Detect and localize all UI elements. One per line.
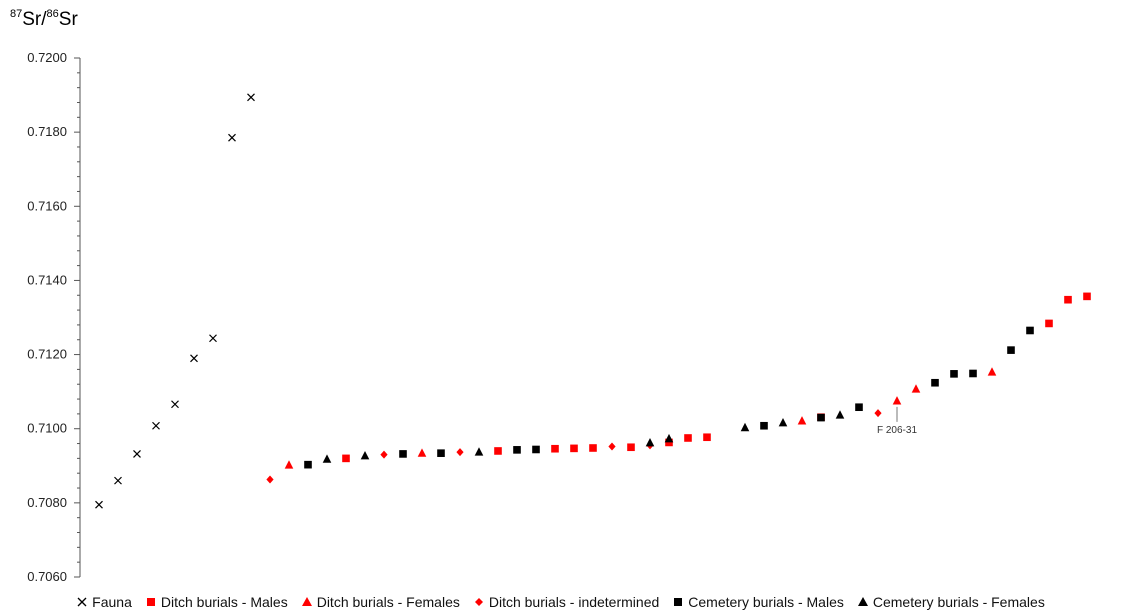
y-tick-label: 0.7080 [27,495,67,510]
fauna-point [95,500,103,509]
cemetery-burials-males-point [760,421,768,430]
diamond-marker-icon [474,594,484,610]
cemetery-burials-males-point [817,413,825,422]
annotation-label: F 206-31 [877,425,917,436]
fauna-point [152,421,160,430]
legend-label: Ditch burials - Males [160,594,288,610]
legend-label: Fauna [92,594,132,610]
ditch-burials-indetermined-point [874,409,882,418]
y-tick-label: 0.7100 [27,421,67,436]
ditch-burials-females-point [284,460,294,469]
legend-label: Ditch burials - indetermined [488,594,660,610]
cemetery-burials-males-point [399,450,407,458]
cemetery-burials-females-point [360,450,370,460]
triangle-marker-icon [857,594,868,610]
y-tick-label: 0.7140 [27,272,67,287]
cemetery-burials-females-point [835,410,845,419]
cemetery-burials-females-point [778,417,788,427]
fauna-point [228,133,236,142]
cemetery-burials-males-point [513,446,521,454]
fauna-point [171,400,179,409]
y-axis-label: 87Sr/86Sr [10,8,78,30]
ditch-burials-females-point [797,416,807,425]
cemetery-burials-males-point [1026,326,1034,335]
ditch-burials-males-point [494,447,502,455]
fauna-point [190,354,198,363]
legend-item: Ditch burials - Males [146,594,288,610]
legend-label: Ditch burials - Females [316,594,460,610]
legend-item: Fauna [77,594,132,610]
ditch-burials-males-point [684,434,692,442]
y-tick-label: 0.7160 [27,198,67,213]
ditch-burials-indetermined-point [456,448,464,457]
y-tick-label: 0.7120 [27,347,67,362]
ditch-burials-indetermined-point [266,475,274,484]
ditch-burials-indetermined-point [380,450,388,459]
cemetery-burials-males-point [969,369,977,378]
ditch-burials-females-point [892,396,902,405]
ditch-burials-males-point [627,443,635,452]
ditch-burials-males-point [342,454,350,463]
cemetery-burials-females-point [664,433,674,443]
chart-legend: Fauna Ditch burials - Males Ditch burials … [0,594,1122,610]
cemetery-burials-females-point [645,438,655,447]
cemetery-burials-males-point [1007,346,1015,354]
ditch-burials-males-point [589,444,597,452]
cemetery-burials-females-point [474,447,484,456]
legend-item: Cemetery burials - Females [857,594,1045,610]
legend-label: Cemetery burials - Males [688,594,844,610]
cemetery-burials-males-point [855,403,863,412]
x-marker-icon [77,594,87,610]
legend-item: Ditch burials - Females [301,594,460,610]
ditch-burials-indetermined-point [608,442,616,451]
legend-item: Ditch burials - indetermined [474,594,659,610]
cemetery-burials-males-point [304,460,312,469]
ditch-burials-males-point [1064,295,1072,304]
ditch-burials-males-point [551,444,559,453]
cemetery-burials-males-point [437,449,445,457]
y-tick-label: 0.7200 [27,50,67,65]
y-tick-label: 0.7180 [27,124,67,139]
square-marker-icon [146,594,156,610]
y-tick-label: 0.7060 [27,569,67,584]
fauna-point [114,476,122,485]
fauna-point [133,449,141,458]
cemetery-burials-males-point [532,445,540,454]
legend-item: Cemetery burials - Males [673,594,844,610]
cemetery-burials-females-point [322,454,332,463]
ditch-burials-females-point [987,367,997,376]
fauna-point [209,334,217,343]
ditch-burials-females-point [417,448,427,457]
cemetery-burials-males-point [931,378,939,387]
ditch-burials-males-point [665,438,673,447]
legend-label: Cemetery burials - Females [872,594,1045,610]
ditch-burials-females-point [911,384,921,393]
cemetery-burials-males-point [950,370,958,378]
ditch-burials-males-point [570,444,578,453]
ditch-burials-males-point [1045,319,1053,328]
ditch-burials-males-point [1083,292,1091,301]
cemetery-burials-females-point [740,422,750,432]
fauna-point [247,93,255,102]
ditch-burials-males-point [703,433,711,442]
triangle-marker-icon [301,594,312,610]
square-marker-icon [673,594,683,610]
